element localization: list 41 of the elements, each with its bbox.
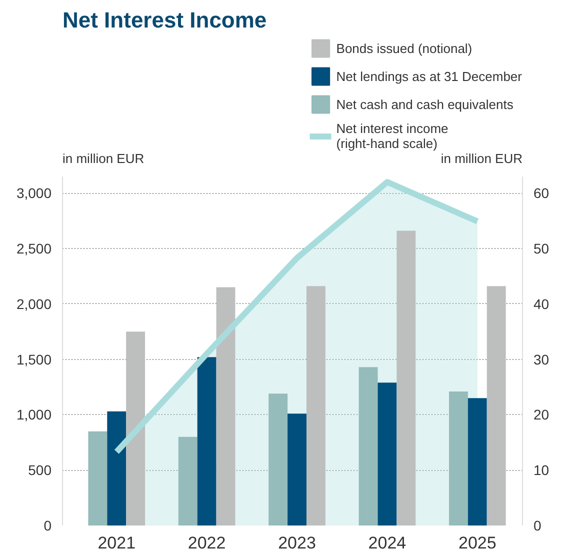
bar bbox=[396, 230, 416, 526]
x-tick-label: 2023 bbox=[278, 534, 316, 552]
y-tick-label: 2,000 bbox=[16, 296, 52, 312]
bar bbox=[216, 287, 236, 526]
x-tick-label: 2022 bbox=[188, 534, 226, 552]
y2-tick-label: 30 bbox=[534, 351, 550, 368]
bar bbox=[268, 394, 288, 526]
y-tick-label: 2,500 bbox=[16, 240, 52, 257]
y-tick-label: 500 bbox=[28, 462, 52, 478]
bar bbox=[378, 382, 397, 526]
legend-label: Net lendings as at 31 December bbox=[336, 68, 522, 84]
legend-label: Bonds issued (notional) bbox=[336, 40, 472, 56]
bar bbox=[288, 414, 306, 526]
bar bbox=[178, 436, 198, 526]
y2-tick-label: 0 bbox=[534, 518, 542, 534]
y-tick-label: 0 bbox=[44, 518, 52, 534]
y-axis-title: in million EUR bbox=[62, 150, 144, 166]
y2-tick-label: 60 bbox=[534, 185, 550, 202]
bar bbox=[448, 391, 468, 526]
bar bbox=[486, 286, 506, 526]
y-tick-label: 1,500 bbox=[16, 351, 52, 368]
bar bbox=[306, 286, 326, 526]
x-tick-label: 2021 bbox=[98, 534, 136, 552]
y-tick-label: 3,000 bbox=[16, 185, 52, 202]
bar bbox=[88, 431, 108, 526]
bar bbox=[107, 411, 126, 526]
bar bbox=[126, 332, 146, 526]
y2-tick-label: 10 bbox=[534, 462, 550, 478]
y2-axis-title: in million EUR bbox=[440, 150, 523, 166]
bar bbox=[197, 357, 216, 526]
y2-tick-label: 40 bbox=[534, 296, 550, 312]
legend-label: Net interest income (right-hand scale) bbox=[336, 121, 448, 151]
x-tick-label: 2025 bbox=[458, 534, 496, 552]
x-tick-label: 2024 bbox=[368, 534, 406, 552]
y2-tick-label: 20 bbox=[534, 406, 550, 423]
y-tick-label: 1,000 bbox=[16, 406, 52, 423]
y2-tick-label: 50 bbox=[534, 240, 550, 257]
bar bbox=[468, 398, 487, 526]
bar bbox=[358, 367, 378, 526]
legend-label: Net cash and cash equivalents bbox=[336, 96, 514, 112]
chart-title: Net Interest Income bbox=[62, 8, 267, 32]
